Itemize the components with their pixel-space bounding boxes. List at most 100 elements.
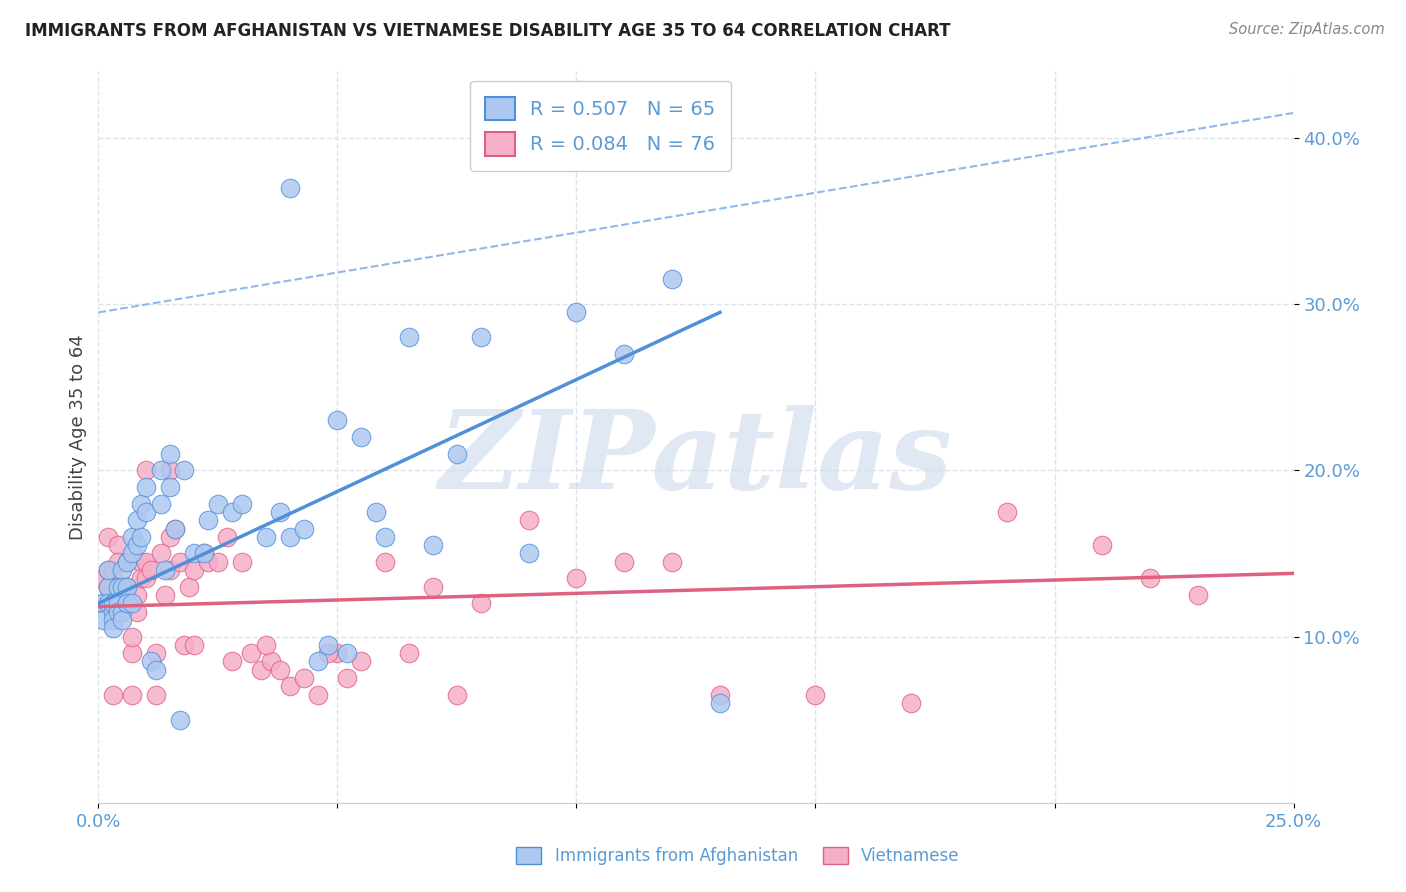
Point bbox=[125, 605, 148, 619]
Point bbox=[446, 688, 468, 702]
Point bbox=[107, 596, 129, 610]
Point bbox=[709, 688, 731, 702]
Point bbox=[115, 580, 138, 594]
Point bbox=[661, 272, 683, 286]
Point bbox=[183, 546, 205, 560]
Point bbox=[326, 413, 349, 427]
Point bbox=[197, 555, 219, 569]
Point bbox=[115, 580, 138, 594]
Point bbox=[398, 330, 420, 344]
Point bbox=[121, 530, 143, 544]
Point bbox=[107, 555, 129, 569]
Point bbox=[111, 588, 134, 602]
Point bbox=[374, 555, 396, 569]
Point bbox=[91, 571, 114, 585]
Point bbox=[240, 646, 263, 660]
Point bbox=[139, 563, 162, 577]
Text: IMMIGRANTS FROM AFGHANISTAN VS VIETNAMESE DISABILITY AGE 35 TO 64 CORRELATION CH: IMMIGRANTS FROM AFGHANISTAN VS VIETNAMES… bbox=[25, 22, 950, 40]
Point bbox=[101, 563, 124, 577]
Point bbox=[101, 621, 124, 635]
Point bbox=[169, 555, 191, 569]
Point bbox=[1139, 571, 1161, 585]
Point bbox=[135, 505, 157, 519]
Point bbox=[254, 530, 277, 544]
Point bbox=[121, 646, 143, 660]
Point bbox=[131, 530, 153, 544]
Point bbox=[398, 646, 420, 660]
Point bbox=[197, 513, 219, 527]
Point bbox=[259, 655, 281, 669]
Point bbox=[207, 497, 229, 511]
Point bbox=[111, 563, 134, 577]
Point bbox=[107, 588, 129, 602]
Point bbox=[101, 613, 124, 627]
Point bbox=[125, 513, 148, 527]
Point bbox=[101, 596, 124, 610]
Point bbox=[131, 555, 153, 569]
Point bbox=[131, 497, 153, 511]
Point bbox=[173, 463, 195, 477]
Point bbox=[517, 513, 540, 527]
Point bbox=[107, 538, 129, 552]
Point bbox=[316, 646, 339, 660]
Point bbox=[470, 330, 492, 344]
Point bbox=[145, 688, 167, 702]
Point bbox=[207, 555, 229, 569]
Point bbox=[115, 596, 138, 610]
Point bbox=[125, 538, 148, 552]
Point bbox=[661, 555, 683, 569]
Point bbox=[91, 596, 114, 610]
Point bbox=[350, 430, 373, 444]
Point bbox=[139, 655, 162, 669]
Point bbox=[374, 530, 396, 544]
Point bbox=[292, 521, 315, 535]
Point bbox=[269, 505, 291, 519]
Point bbox=[159, 480, 181, 494]
Point bbox=[804, 688, 827, 702]
Point bbox=[121, 630, 143, 644]
Point bbox=[121, 546, 143, 560]
Text: Source: ZipAtlas.com: Source: ZipAtlas.com bbox=[1229, 22, 1385, 37]
Point bbox=[121, 688, 143, 702]
Point bbox=[278, 180, 301, 194]
Point bbox=[179, 580, 201, 594]
Point bbox=[97, 580, 120, 594]
Point bbox=[613, 555, 636, 569]
Point bbox=[135, 463, 157, 477]
Point bbox=[565, 305, 588, 319]
Legend: Immigrants from Afghanistan, Vietnamese: Immigrants from Afghanistan, Vietnamese bbox=[510, 840, 966, 872]
Point bbox=[231, 555, 253, 569]
Point bbox=[145, 646, 167, 660]
Point bbox=[446, 447, 468, 461]
Point bbox=[135, 480, 157, 494]
Point bbox=[111, 613, 134, 627]
Point bbox=[111, 605, 134, 619]
Point bbox=[97, 563, 120, 577]
Point bbox=[221, 505, 243, 519]
Point bbox=[565, 571, 588, 585]
Point bbox=[121, 596, 143, 610]
Point bbox=[183, 638, 205, 652]
Legend: R = 0.507   N = 65, R = 0.084   N = 76: R = 0.507 N = 65, R = 0.084 N = 76 bbox=[470, 81, 731, 171]
Point bbox=[278, 680, 301, 694]
Point bbox=[995, 505, 1018, 519]
Point bbox=[107, 605, 129, 619]
Point bbox=[221, 655, 243, 669]
Point bbox=[193, 546, 215, 560]
Point bbox=[470, 596, 492, 610]
Point bbox=[316, 638, 339, 652]
Point bbox=[422, 538, 444, 552]
Point bbox=[254, 638, 277, 652]
Point bbox=[155, 563, 177, 577]
Point bbox=[1091, 538, 1114, 552]
Point bbox=[97, 596, 120, 610]
Point bbox=[125, 588, 148, 602]
Point bbox=[135, 571, 157, 585]
Point bbox=[364, 505, 387, 519]
Point bbox=[131, 571, 153, 585]
Point bbox=[292, 671, 315, 685]
Point bbox=[163, 521, 186, 535]
Point bbox=[145, 663, 167, 677]
Point bbox=[101, 580, 124, 594]
Point bbox=[107, 580, 129, 594]
